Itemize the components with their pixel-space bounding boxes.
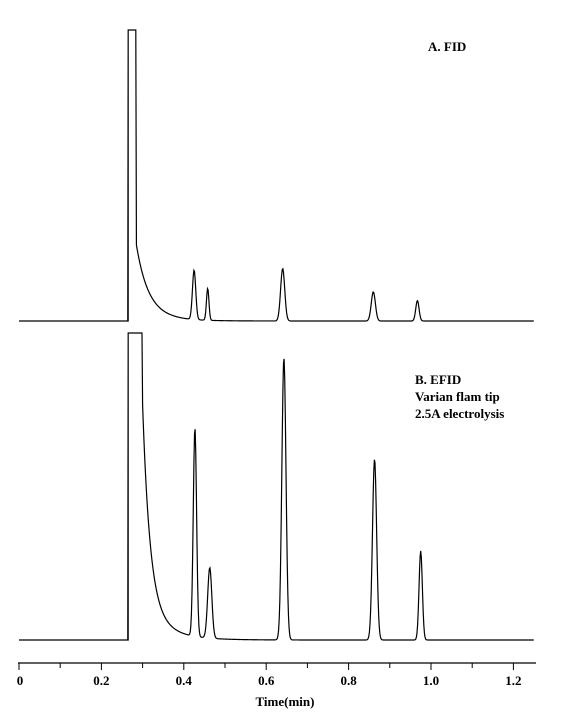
x-tick-label: 0.6 [258,673,275,688]
efid-annotation-line-1: B. EFID [415,372,461,387]
fid-trace [19,29,534,322]
x-axis: 0 0.2 0.4 0.6 0.8 1.0 1.2 [17,662,536,688]
x-tick-label: 0.4 [176,673,193,688]
efid-annotation-line-2: Varian flam tip [415,389,500,404]
efid-annotation-line-3: 2.5A electrolysis [415,406,504,421]
efid-trace [19,332,534,641]
x-tick-label: 0.2 [93,673,109,688]
x-tick-label: 0.8 [340,673,357,688]
fid-annotation-line-1: A. FID [428,39,466,54]
x-tick-label: 0 [17,673,24,688]
fid-panel: A. FID [19,29,534,322]
x-tick-label: 1.2 [505,673,521,688]
efid-panel: B. EFID Varian flam tip 2.5A electrolysi… [19,332,534,641]
x-tick-label: 1.0 [423,673,439,688]
x-axis-label: Time(min) [256,694,315,709]
